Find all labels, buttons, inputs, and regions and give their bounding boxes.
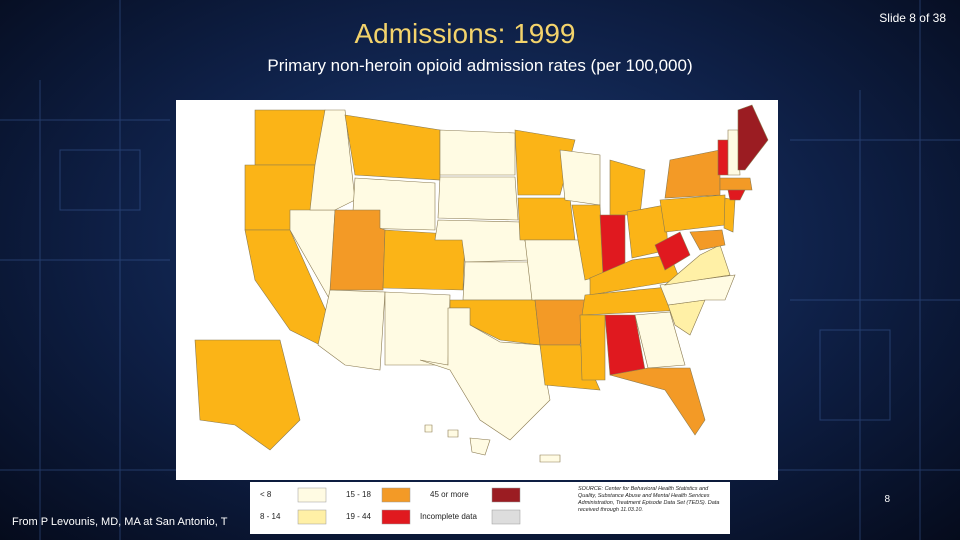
state [384,291,451,366]
state [517,197,576,241]
state [424,424,433,433]
state [419,307,551,441]
state [534,299,586,346]
state [727,129,741,176]
page-number: 8 [884,494,890,505]
state [654,231,691,271]
swatch [297,487,327,503]
swatch [297,509,327,525]
state [719,177,753,191]
legend-label: 8 - 14 [260,512,281,521]
us-map [176,100,778,480]
state [437,176,519,221]
legend-label: 45 or more [430,490,469,499]
state [609,159,646,216]
legend-swatches [297,487,521,525]
state [469,437,491,456]
state [559,149,601,206]
states [194,104,769,463]
state [329,209,386,291]
state [254,109,326,166]
footer-text: USA. [703,516,729,528]
state [447,429,459,438]
state [727,189,746,201]
state [579,314,606,381]
footer-text: From P Levounis, MD, MA at San Antonio, … [12,516,228,528]
swatch [491,509,521,525]
swatch [381,487,411,503]
swatch [381,509,411,525]
state [689,229,726,251]
slide-counter: Slide 8 of 38 [879,11,946,25]
legend-label: < 8 [260,490,272,499]
state [664,244,731,286]
state [589,254,681,296]
legend-source: SOURCE: Center for Behavioral Health Sta… [578,486,720,513]
map-legend: < 8 8 - 14 15 - 18 19 - 44 45 or more In… [250,482,730,534]
state [737,104,769,171]
state [717,139,729,176]
legend-label: 15 - 18 [346,490,371,499]
state [723,197,736,233]
legend-label: Incomplete data [420,512,477,521]
legend-label: 19 - 44 [346,512,371,521]
slide-subtitle: Primary non-heroin opioid admission rate… [267,56,693,75]
state [514,129,576,196]
slide-title: Admissions: 1999 [0,18,960,50]
swatch [491,487,521,503]
state [609,367,706,436]
state [664,149,721,199]
state [317,289,386,371]
title-text: Admissions: 1999 [354,18,576,49]
state [439,129,516,176]
state [462,261,533,301]
state [539,454,561,463]
state [194,339,301,451]
state [634,311,686,369]
